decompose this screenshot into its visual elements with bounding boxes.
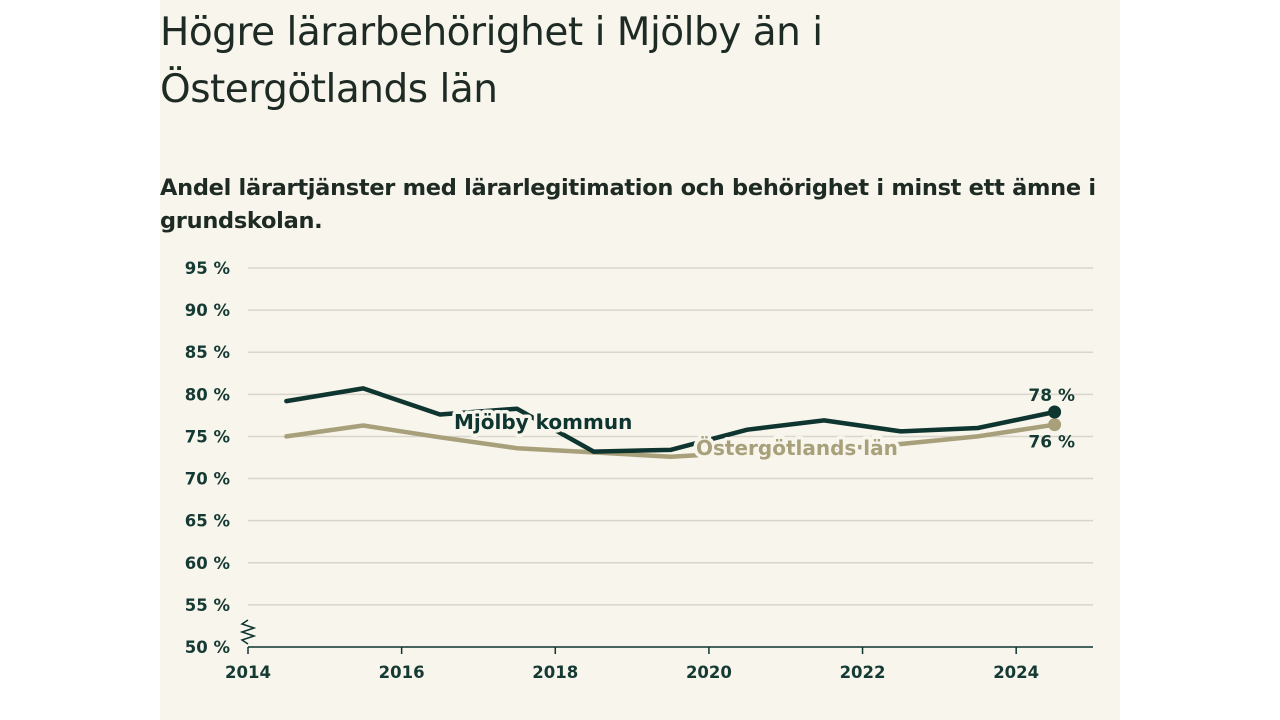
y-tick-label: 90 % — [185, 301, 231, 320]
end-point-lan — [1048, 418, 1062, 432]
series-lines — [284, 386, 1062, 459]
y-tick-label: 60 % — [185, 554, 231, 573]
grid-lines — [248, 267, 1093, 606]
series-label-mjolby: Mjölby kommun — [454, 410, 632, 434]
series-labels: Mjölby kommun Östergötlands län 78 % 76 % — [451, 386, 1076, 463]
y-tick-label: 80 % — [185, 385, 231, 404]
y-tick-label: 70 % — [185, 470, 231, 489]
series-line-mjolby — [284, 386, 1057, 454]
x-tick-label: 2016 — [379, 663, 425, 682]
x-tick-label: 2024 — [993, 663, 1039, 682]
y-tick-label: 95 % — [185, 259, 231, 278]
y-tick-label: 75 % — [185, 427, 231, 446]
chart-subtitle: Andel lärartjänster med lärarlegitimatio… — [160, 175, 1096, 234]
chart-title: Högre lärarbehörighet i Mjölby än i Öste… — [160, 10, 823, 112]
end-value-mjolby: 78 % — [1028, 386, 1075, 406]
y-tick-label: 50 % — [185, 638, 231, 657]
x-tick-label: 2022 — [840, 663, 886, 682]
axis-break-icon — [239, 619, 257, 645]
x-axis: 2014 2016 2018 2020 2022 2024 — [225, 619, 1093, 682]
x-tick-label: 2018 — [532, 663, 578, 682]
y-tick-label: 85 % — [185, 343, 231, 362]
y-tick-label: 55 % — [185, 596, 231, 615]
end-value-lan: 76 % — [1028, 433, 1075, 453]
series-label-lan: Östergötlands län — [696, 436, 898, 460]
x-tick-label: 2020 — [686, 663, 732, 682]
end-point-mjolby — [1048, 405, 1062, 419]
y-axis-ticks: 50 % 55 % 60 % 65 % 70 % 75 % 80 % 85 % 90 % 95 % — [185, 259, 231, 657]
series-line-lan — [284, 422, 1057, 459]
chart-panel — [160, 0, 1120, 720]
x-tick-label: 2014 — [225, 663, 271, 682]
y-tick-label: 65 % — [185, 512, 231, 531]
